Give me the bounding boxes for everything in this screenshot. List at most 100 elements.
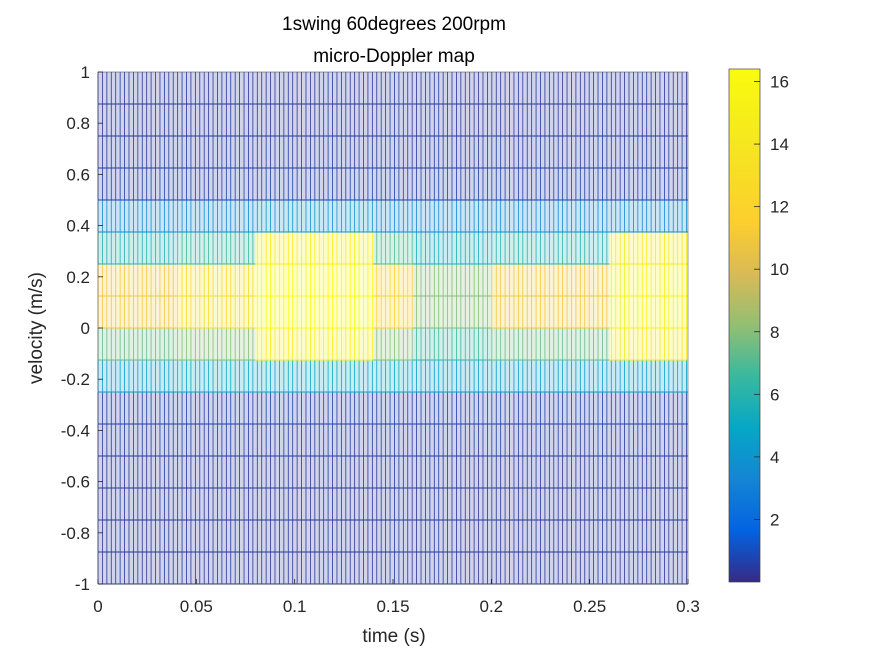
heatmap-cell: [609, 200, 688, 232]
heatmap-cell: [176, 232, 256, 264]
x-tick-label: 0.2: [480, 597, 504, 616]
colorbar: [728, 68, 761, 583]
heatmap-cell: [373, 296, 413, 328]
heatmap-cell: [373, 232, 413, 264]
y-tick-label: -0.6: [61, 473, 90, 492]
x-tick-label: 0.05: [180, 597, 213, 616]
heatmap-cell: [373, 328, 413, 360]
colorbar-tick-label: 2: [770, 510, 779, 529]
heatmap-cell: [98, 424, 177, 456]
heatmap-cell: [373, 520, 413, 552]
heatmap-cell: [609, 296, 688, 328]
heatmap-cell: [609, 72, 688, 104]
heatmap-cell: [255, 232, 374, 264]
heatmap-cell: [491, 328, 610, 360]
heatmap-cell: [373, 104, 413, 136]
heatmap-cell: [255, 552, 374, 584]
colorbar-tick-label: 12: [770, 198, 789, 217]
x-tick-label: 0.1: [283, 597, 307, 616]
heatmap-cell: [609, 264, 688, 296]
heatmap-cell: [255, 72, 374, 104]
heatmap-cell: [373, 456, 413, 488]
heatmap-cell: [609, 168, 688, 200]
heatmap-cell: [98, 264, 177, 296]
heatmap-cell: [491, 296, 610, 328]
heatmap-cell: [373, 264, 413, 296]
heatmap-cell: [491, 488, 610, 520]
chart-subtitle: micro-Doppler map: [313, 46, 475, 67]
heatmap-cell: [98, 104, 177, 136]
horizontal-mesh-lines: [98, 103, 688, 585]
heatmap-cell: [609, 424, 688, 456]
heatmap-cell: [98, 520, 177, 552]
heatmap-cell: [98, 488, 177, 520]
heatmap-cell: [176, 200, 256, 232]
y-tick-label: 0.6: [66, 165, 90, 184]
y-tick-label: 0: [81, 319, 90, 338]
heatmap-cell: [491, 72, 610, 104]
heatmap-cell: [98, 392, 177, 424]
y-tick-label: -1: [75, 575, 90, 594]
y-axis-ticks: -1 -0.8 -0.6 -0.4 -0.2 0 0.2 0.4 0.6 0.8 1: [61, 63, 103, 594]
heatmap-cell: [176, 392, 256, 424]
y-tick-label: -0.8: [61, 524, 90, 543]
heatmap-cell: [373, 392, 413, 424]
heatmap-cell: [98, 328, 177, 360]
heatmap-cell: [491, 200, 610, 232]
heatmap-cell: [373, 168, 413, 200]
y-tick-label: 0.4: [66, 217, 90, 236]
y-tick-label: -0.4: [61, 421, 90, 440]
heatmap-cell: [255, 456, 374, 488]
y-tick-label: -0.2: [61, 370, 90, 389]
heatmap-cell: [373, 360, 413, 392]
heatmap-cell: [609, 552, 688, 584]
heatmap-cell: [491, 264, 610, 296]
heatmap-cell: [609, 488, 688, 520]
heatmap-cell: [373, 136, 413, 168]
heatmap-cell: [491, 360, 610, 392]
heatmap-cell: [609, 520, 688, 552]
heatmap-cell: [373, 552, 413, 584]
heatmap-cell: [491, 456, 610, 488]
heatmap-cell: [176, 296, 256, 328]
colorbar-tick-label: 8: [770, 323, 779, 342]
heatmap-cell: [98, 136, 177, 168]
heatmap-cell: [255, 168, 374, 200]
vertical-mesh-lines: [97, 72, 687, 584]
colorbar-tick-label: 6: [770, 385, 779, 404]
colorbar-tick-label: 10: [770, 260, 789, 279]
heatmap-cell: [98, 232, 177, 264]
heatmap-cell: [98, 168, 177, 200]
heatmap-cell: [609, 456, 688, 488]
heatmap-cell: [98, 360, 177, 392]
heatmap-cell: [98, 200, 177, 232]
colorbar-tick-label: 4: [770, 448, 779, 467]
heatmap-cell: [373, 200, 413, 232]
x-tick-label: 0: [93, 597, 102, 616]
heatmap-cell: [491, 232, 610, 264]
x-axis-label: time (s): [362, 626, 425, 647]
heatmap-cell: [176, 424, 256, 456]
heatmap-cell: [176, 520, 256, 552]
heatmap-cell: [491, 552, 610, 584]
heatmap-cell: [491, 136, 610, 168]
heatmap-cell: [255, 104, 374, 136]
colorbar-ticks: 2 4 6 8 10 12 14 16: [754, 73, 789, 529]
heatmap-cell: [98, 456, 177, 488]
colorbar-tick-label: 16: [770, 73, 789, 92]
heatmap-cell: [255, 328, 374, 360]
heatmap-cell: [373, 72, 413, 104]
heatmap-cell: [255, 520, 374, 552]
y-tick-label: 0.2: [66, 268, 90, 287]
heatmap-cell: [491, 392, 610, 424]
chart-title: 1swing 60degrees 200rpm: [282, 14, 506, 35]
heatmap-cell: [176, 456, 256, 488]
heatmap-cell: [491, 520, 610, 552]
heatmap-cell: [176, 136, 256, 168]
heatmap-cell: [98, 552, 177, 584]
x-tick-label: 0.3: [676, 597, 700, 616]
heatmap-cell: [255, 200, 374, 232]
heatmap-cell: [609, 392, 688, 424]
heatmap-cell: [176, 264, 256, 296]
